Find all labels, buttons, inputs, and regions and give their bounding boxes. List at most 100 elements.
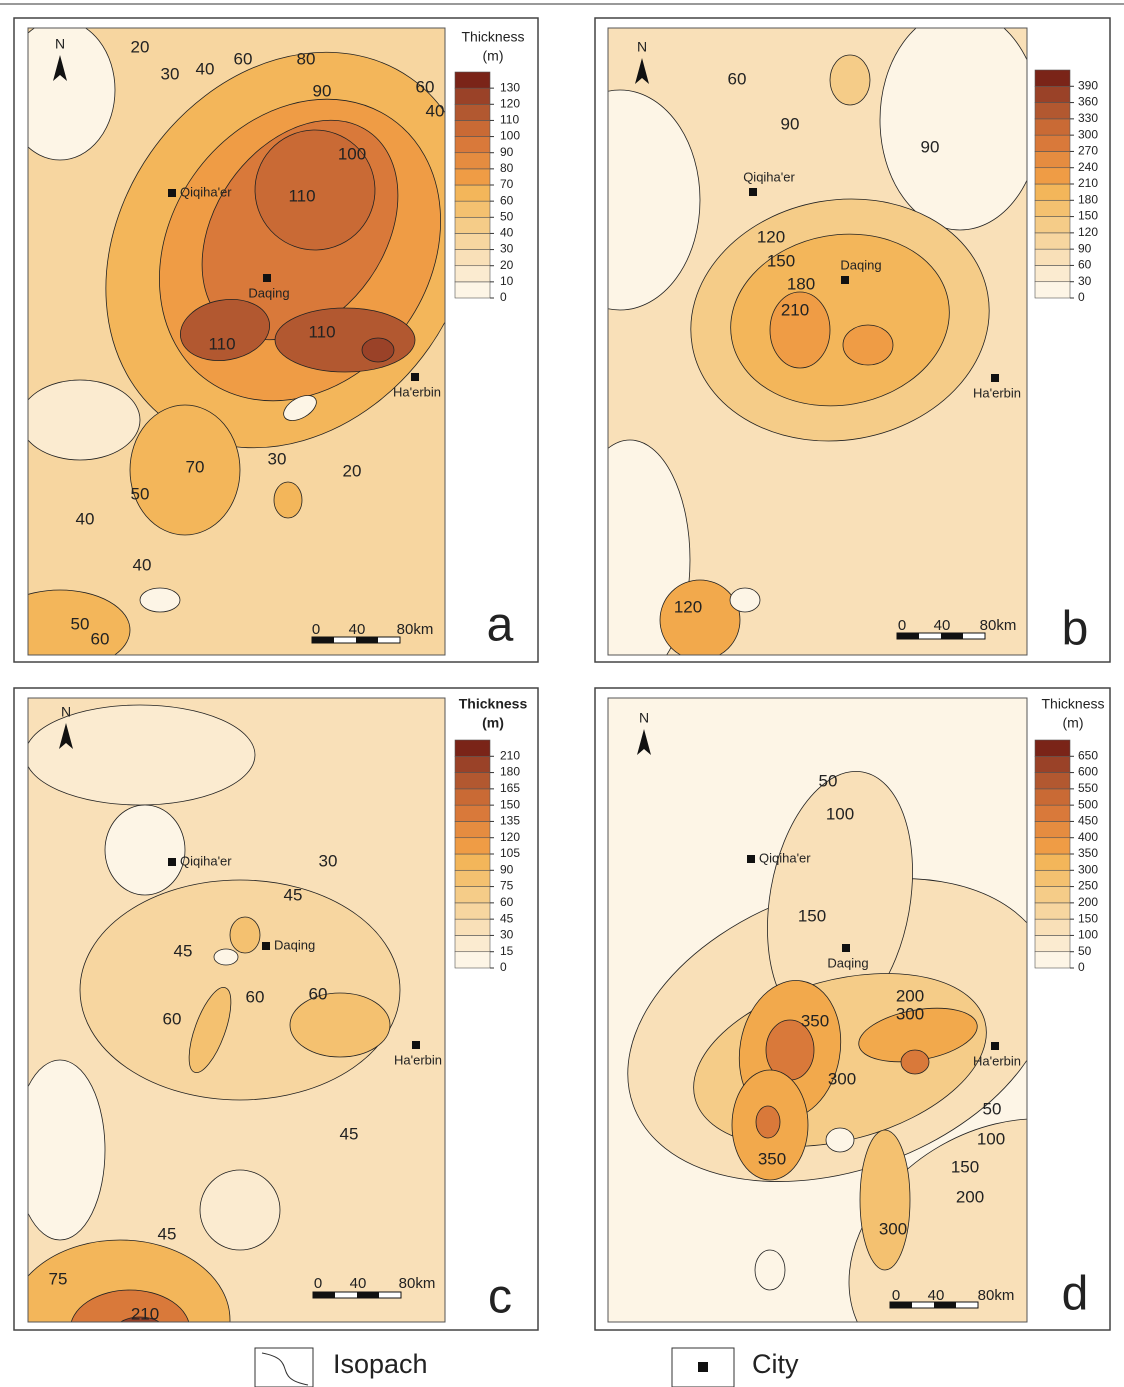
panel-letter: c [488, 1271, 512, 1324]
isopach-zone [213, 948, 239, 966]
panel-letter: a [487, 599, 514, 652]
legend-swatch [454, 755, 491, 773]
isopach-zone [825, 1127, 855, 1153]
contour-label: 180 [787, 274, 815, 293]
city-marker [749, 188, 757, 196]
contour-label: 60 [728, 69, 747, 88]
legend-swatch [1034, 281, 1071, 299]
scale-label: 80km [399, 1275, 436, 1292]
contour-label: 150 [951, 1157, 979, 1176]
legend-swatch [1034, 821, 1071, 839]
isopach-zone [900, 1049, 930, 1075]
legend-tick-label: 300 [1078, 127, 1098, 141]
legend-swatch [1034, 216, 1071, 234]
isopach-zone [119, 1316, 161, 1322]
legend-tick-label: 70 [500, 177, 514, 191]
contour-label: 110 [288, 186, 315, 205]
legend-swatch [1034, 199, 1071, 217]
legend-swatch [1034, 853, 1071, 871]
legend-swatch [454, 788, 491, 806]
legend-tick-label: 360 [1078, 95, 1098, 109]
contour-label: 45 [284, 885, 303, 904]
legend-tick-label: 90 [1078, 241, 1092, 255]
contour-label: 40 [196, 59, 215, 78]
scale-bar-segment [312, 637, 334, 643]
legend-tick-label: 80 [500, 161, 514, 175]
contour-label: 60 [234, 49, 253, 68]
legend-tick-label: 240 [1078, 160, 1098, 174]
north-label: N [639, 710, 649, 726]
legend-swatch [1034, 265, 1071, 283]
north-label: N [55, 36, 65, 52]
scale-label: 0 [314, 1275, 322, 1292]
city-marker [411, 373, 419, 381]
city-name: Daqing [248, 285, 289, 300]
legend-swatch [454, 918, 491, 936]
map-panel: 30 45 45 60 60 60 45 45 75 210 Qiqiha'er Daqing Ha'e… [13, 687, 539, 1331]
contour-label: 100 [826, 804, 854, 823]
legend-tick-label: 60 [1078, 258, 1092, 272]
legend-swatch [1034, 167, 1071, 185]
legend-swatch [454, 184, 491, 202]
legend-swatch [1034, 837, 1071, 855]
contour-label: 100 [338, 144, 366, 163]
scale-label: 80km [397, 621, 434, 638]
scale-label: 40 [934, 617, 951, 634]
legend-tick-label: 20 [500, 258, 514, 272]
legend-swatch [454, 103, 491, 121]
contour-label: 350 [758, 1149, 786, 1168]
map-frame [607, 697, 1028, 1323]
legend-tick-label: 120 [500, 96, 520, 110]
city-name: Ha'erbin [973, 385, 1021, 400]
scale-bar-segment [356, 637, 378, 643]
legend-tick-label: 165 [500, 781, 520, 795]
legend-tick-label: 600 [1078, 765, 1098, 779]
contour-label: 350 [801, 1011, 829, 1030]
city-name: Ha'erbin [394, 1052, 442, 1067]
isopach-zone [754, 1249, 786, 1291]
isopach-zone [179, 299, 271, 361]
city-name: Ha'erbin [973, 1053, 1021, 1068]
contour-label: 30 [319, 851, 338, 870]
city-marker [412, 1041, 420, 1049]
city-marker [263, 274, 271, 282]
city-name: Ha'erbin [393, 384, 441, 399]
contour-label: 50 [71, 614, 90, 633]
isopach-label: Isopach [333, 1349, 428, 1379]
isopach-zone [879, 28, 1027, 231]
isopach-zone [70, 1289, 190, 1322]
contour-label: 20 [131, 37, 150, 56]
legend-swatch [454, 120, 491, 137]
legend-swatch [454, 71, 491, 89]
contour-label: 60 [309, 984, 328, 1003]
contour-label: 30 [161, 64, 180, 83]
legend-swatch [1034, 804, 1071, 822]
legend-tick-label: 120 [1078, 225, 1098, 239]
isopach-zone [199, 1169, 281, 1251]
legend-swatch [454, 821, 491, 839]
legend-tick-label: 50 [500, 209, 514, 223]
contour-label: 110 [308, 322, 335, 341]
scale-label: 40 [928, 1287, 945, 1304]
scale-label: 0 [892, 1287, 900, 1304]
city-name: Qiqiha'er [743, 169, 795, 184]
legend-tick-label: 130 [500, 80, 520, 94]
isopach-zone [28, 1239, 231, 1322]
map-panel: 5010015020030035030035050100150200300Qiq… [594, 687, 1111, 1331]
legend-swatch [454, 152, 491, 170]
contour-label: 40 [426, 101, 445, 120]
isopach-zone [254, 129, 376, 251]
map-area [608, 698, 1027, 1322]
isopach-zone [28, 589, 131, 655]
legend-swatch [1034, 739, 1071, 757]
scale-label: 40 [350, 1275, 367, 1292]
city-name: Qiqiha'er [759, 850, 811, 865]
legend-tick-label: 400 [1078, 830, 1098, 844]
contour-label: 60 [246, 987, 265, 1006]
map-frame [27, 697, 446, 1323]
scale-label: 40 [349, 621, 366, 638]
scale-bar-segment [890, 1302, 912, 1308]
panel-letter: d [1062, 1268, 1089, 1321]
